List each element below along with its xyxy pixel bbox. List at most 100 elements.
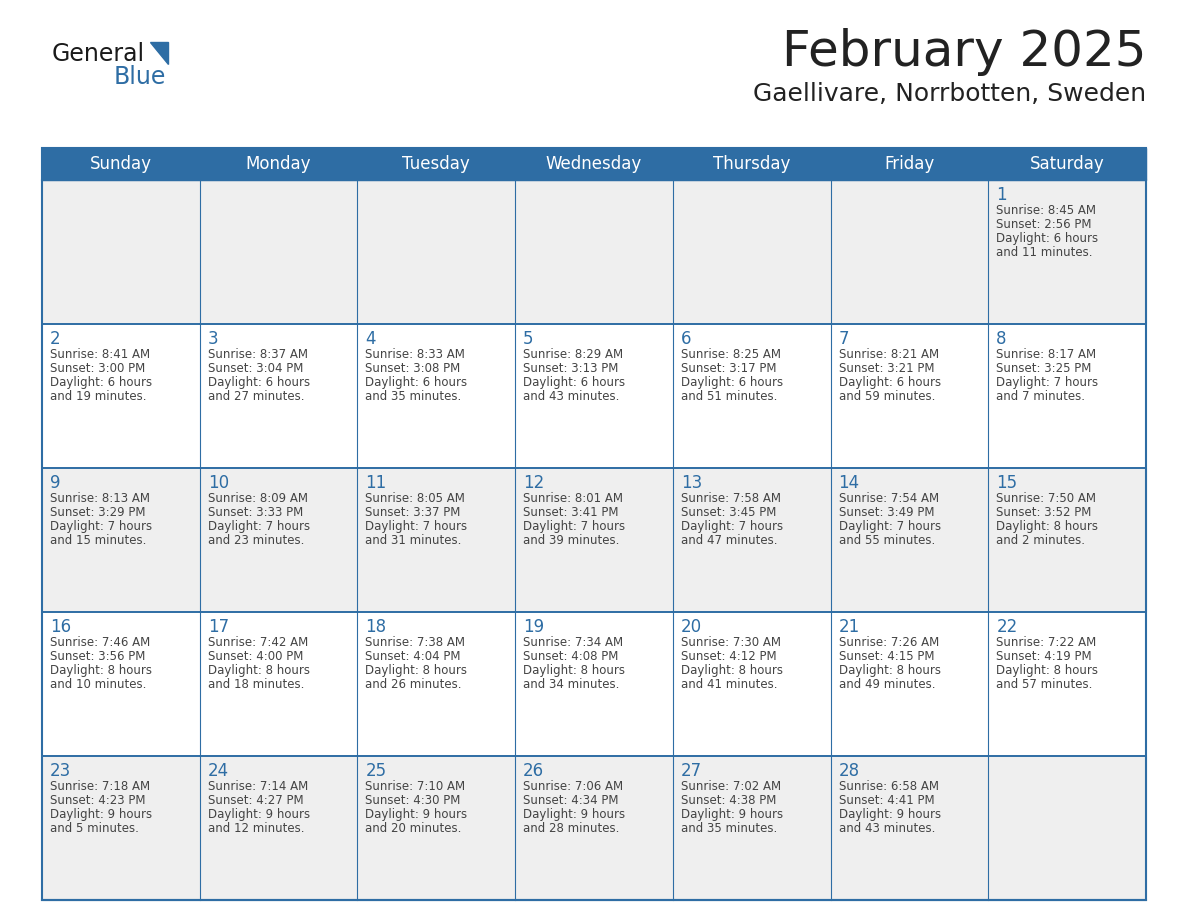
Text: Sunset: 4:19 PM: Sunset: 4:19 PM: [997, 650, 1092, 663]
Text: Sunrise: 7:14 AM: Sunrise: 7:14 AM: [208, 780, 308, 793]
Text: Daylight: 6 hours: Daylight: 6 hours: [50, 376, 152, 389]
Text: Sunset: 4:38 PM: Sunset: 4:38 PM: [681, 794, 776, 807]
Text: Sunrise: 8:33 AM: Sunrise: 8:33 AM: [366, 348, 466, 361]
Text: Daylight: 6 hours: Daylight: 6 hours: [681, 376, 783, 389]
Text: Sunset: 4:04 PM: Sunset: 4:04 PM: [366, 650, 461, 663]
Text: 20: 20: [681, 618, 702, 636]
Text: Saturday: Saturday: [1030, 155, 1105, 173]
Bar: [672, 148, 830, 180]
Text: Sunset: 3:29 PM: Sunset: 3:29 PM: [50, 506, 145, 519]
Text: Daylight: 7 hours: Daylight: 7 hours: [366, 520, 468, 533]
Text: Tuesday: Tuesday: [403, 155, 470, 173]
Text: 10: 10: [208, 474, 229, 492]
Text: 9: 9: [50, 474, 61, 492]
Text: and 35 minutes.: and 35 minutes.: [366, 390, 462, 403]
Polygon shape: [150, 42, 168, 64]
Bar: [42, 148, 200, 180]
Bar: [42, 756, 200, 900]
Text: February 2025: February 2025: [782, 28, 1146, 76]
Text: Sunset: 4:30 PM: Sunset: 4:30 PM: [366, 794, 461, 807]
Text: and 51 minutes.: and 51 minutes.: [681, 390, 777, 403]
Text: 16: 16: [50, 618, 71, 636]
Text: and 2 minutes.: and 2 minutes.: [997, 534, 1086, 547]
Bar: [200, 180, 358, 324]
Bar: [516, 148, 672, 180]
Text: Sunset: 4:23 PM: Sunset: 4:23 PM: [50, 794, 145, 807]
Text: Daylight: 8 hours: Daylight: 8 hours: [208, 664, 310, 677]
Text: Sunset: 3:04 PM: Sunset: 3:04 PM: [208, 362, 303, 375]
Text: Sunrise: 8:17 AM: Sunrise: 8:17 AM: [997, 348, 1097, 361]
Text: Sunset: 3:49 PM: Sunset: 3:49 PM: [839, 506, 934, 519]
Bar: [42, 468, 200, 612]
Text: Sunset: 4:34 PM: Sunset: 4:34 PM: [523, 794, 619, 807]
Text: 1: 1: [997, 186, 1007, 204]
Text: Sunset: 3:45 PM: Sunset: 3:45 PM: [681, 506, 776, 519]
Bar: [516, 468, 672, 612]
Text: Sunrise: 8:09 AM: Sunrise: 8:09 AM: [208, 492, 308, 505]
Text: and 27 minutes.: and 27 minutes.: [208, 390, 304, 403]
Text: Daylight: 6 hours: Daylight: 6 hours: [208, 376, 310, 389]
Text: Daylight: 7 hours: Daylight: 7 hours: [208, 520, 310, 533]
Text: Sunset: 3:56 PM: Sunset: 3:56 PM: [50, 650, 145, 663]
Bar: [672, 468, 830, 612]
Text: and 12 minutes.: and 12 minutes.: [208, 822, 304, 835]
Bar: [200, 612, 358, 756]
Bar: [988, 148, 1146, 180]
Text: and 43 minutes.: and 43 minutes.: [523, 390, 619, 403]
Text: Sunrise: 7:18 AM: Sunrise: 7:18 AM: [50, 780, 150, 793]
Bar: [42, 612, 200, 756]
Bar: [672, 180, 830, 324]
Text: and 19 minutes.: and 19 minutes.: [50, 390, 146, 403]
Text: Sunrise: 7:46 AM: Sunrise: 7:46 AM: [50, 636, 150, 649]
Text: Sunrise: 7:58 AM: Sunrise: 7:58 AM: [681, 492, 781, 505]
Text: Daylight: 9 hours: Daylight: 9 hours: [681, 808, 783, 821]
Text: Daylight: 6 hours: Daylight: 6 hours: [839, 376, 941, 389]
Text: Sunrise: 7:06 AM: Sunrise: 7:06 AM: [523, 780, 624, 793]
Text: 11: 11: [366, 474, 386, 492]
Text: Sunset: 3:17 PM: Sunset: 3:17 PM: [681, 362, 776, 375]
Text: and 5 minutes.: and 5 minutes.: [50, 822, 139, 835]
Text: #1a1a1a: #1a1a1a: [52, 44, 58, 45]
Text: and 23 minutes.: and 23 minutes.: [208, 534, 304, 547]
Text: Sunrise: 8:01 AM: Sunrise: 8:01 AM: [523, 492, 624, 505]
Text: 5: 5: [523, 330, 533, 348]
Bar: [988, 468, 1146, 612]
Text: Sunrise: 8:29 AM: Sunrise: 8:29 AM: [523, 348, 624, 361]
Text: Daylight: 7 hours: Daylight: 7 hours: [997, 376, 1099, 389]
Bar: [516, 612, 672, 756]
Text: Daylight: 8 hours: Daylight: 8 hours: [523, 664, 625, 677]
Bar: [830, 468, 988, 612]
Text: Sunrise: 6:58 AM: Sunrise: 6:58 AM: [839, 780, 939, 793]
Text: and 39 minutes.: and 39 minutes.: [523, 534, 619, 547]
Text: 17: 17: [208, 618, 229, 636]
Text: Sunrise: 7:38 AM: Sunrise: 7:38 AM: [366, 636, 466, 649]
Text: and 55 minutes.: and 55 minutes.: [839, 534, 935, 547]
Text: Monday: Monday: [246, 155, 311, 173]
Text: Daylight: 7 hours: Daylight: 7 hours: [839, 520, 941, 533]
Text: Sunrise: 7:26 AM: Sunrise: 7:26 AM: [839, 636, 939, 649]
Text: Daylight: 9 hours: Daylight: 9 hours: [839, 808, 941, 821]
Text: 18: 18: [366, 618, 386, 636]
Text: Daylight: 7 hours: Daylight: 7 hours: [681, 520, 783, 533]
Text: General: General: [52, 42, 145, 66]
Bar: [358, 756, 516, 900]
Bar: [358, 324, 516, 468]
Bar: [672, 324, 830, 468]
Text: 7: 7: [839, 330, 849, 348]
Text: Daylight: 9 hours: Daylight: 9 hours: [208, 808, 310, 821]
Text: and 26 minutes.: and 26 minutes.: [366, 678, 462, 691]
Text: Daylight: 6 hours: Daylight: 6 hours: [366, 376, 468, 389]
Text: 4: 4: [366, 330, 375, 348]
Text: Daylight: 8 hours: Daylight: 8 hours: [997, 520, 1098, 533]
Text: and 28 minutes.: and 28 minutes.: [523, 822, 619, 835]
Text: Sunset: 4:12 PM: Sunset: 4:12 PM: [681, 650, 777, 663]
Text: Sunrise: 7:54 AM: Sunrise: 7:54 AM: [839, 492, 939, 505]
Bar: [200, 148, 358, 180]
Text: Sunset: 3:08 PM: Sunset: 3:08 PM: [366, 362, 461, 375]
Bar: [200, 324, 358, 468]
Text: Sunrise: 7:42 AM: Sunrise: 7:42 AM: [208, 636, 308, 649]
Text: Sunset: 3:00 PM: Sunset: 3:00 PM: [50, 362, 145, 375]
Text: 2: 2: [50, 330, 61, 348]
Text: 12: 12: [523, 474, 544, 492]
Text: 26: 26: [523, 762, 544, 780]
